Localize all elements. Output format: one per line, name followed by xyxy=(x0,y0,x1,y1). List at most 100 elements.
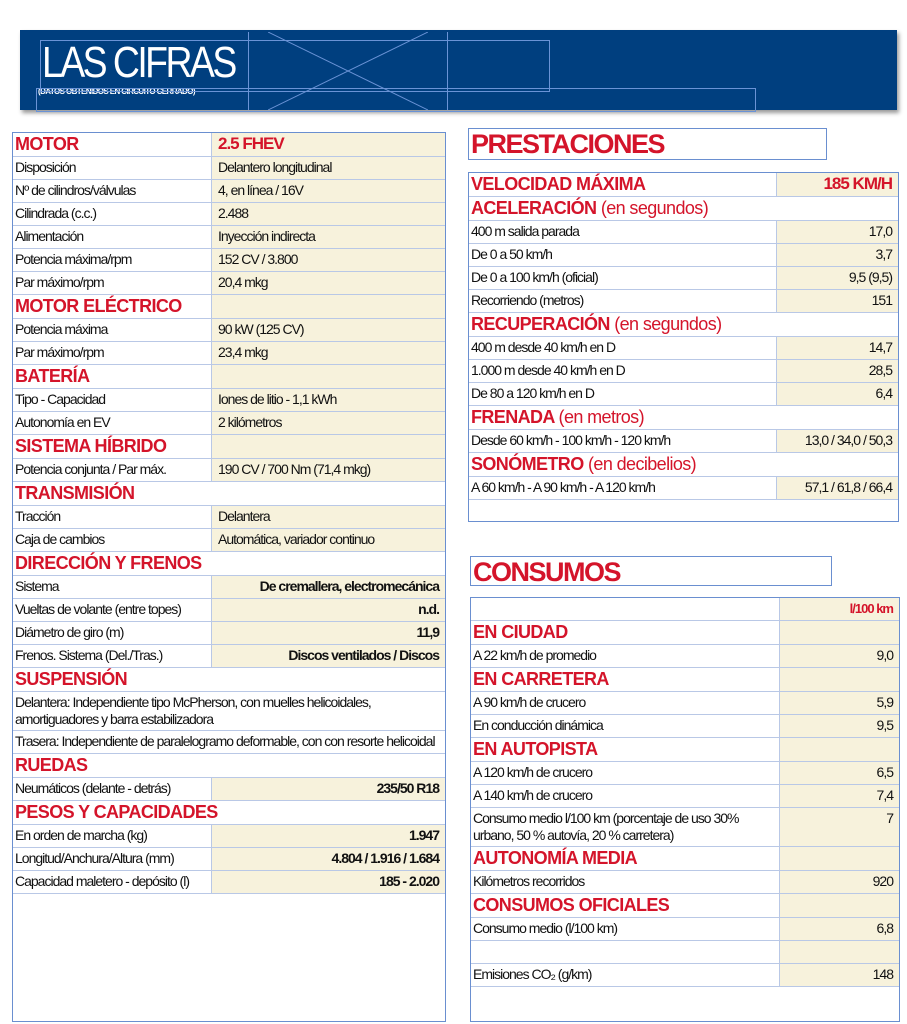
row-value: 28,5 xyxy=(777,360,898,382)
section-value: 2.5 FHEV xyxy=(212,133,445,156)
table-row xyxy=(471,941,899,964)
row-value: 23,4 mkg xyxy=(212,342,445,364)
section-unit: (en metros) xyxy=(558,407,645,427)
table-row: Vueltas de volante (entre topes) n.d. xyxy=(13,599,445,622)
row-value: 6,8 xyxy=(780,918,899,940)
table-row: De 0 a 100 km/h (oficial) 9,5 (9,5) xyxy=(469,267,898,290)
table-row: Caja de cambios Automática, variador cont… xyxy=(13,529,445,552)
section-title-text: SUSPENSIÓN xyxy=(15,669,128,689)
section-value xyxy=(212,365,445,388)
row-label: Nº de cilindros/válvulas xyxy=(13,180,212,202)
section-title: MOTOR xyxy=(13,133,212,156)
section-header: SISTEMA HÍBRIDO xyxy=(13,435,445,459)
row-label: A 140 km/h de crucero xyxy=(471,785,780,807)
row-value: 11,9 xyxy=(212,622,445,644)
table-row: Frenos. Sistema (Del./Tras.) Discos venti… xyxy=(13,645,445,668)
section-value: 185 KM/H xyxy=(777,173,898,196)
table-row: Capacidad maletero - depósito (l) 185 - 2… xyxy=(13,871,445,894)
row-label: Potencia máxima/rpm xyxy=(13,249,212,271)
section-title: SISTEMA HÍBRIDO xyxy=(13,435,212,458)
section-header: BATERÍA xyxy=(13,365,445,389)
row-label: 400 m desde 40 km/h en D xyxy=(469,337,777,359)
row-label: Autonomía en EV xyxy=(13,412,212,434)
row-label: Sistema xyxy=(13,576,212,598)
row-label: En conducción dinámica xyxy=(471,715,780,737)
section-title: FRENADA (en metros) xyxy=(469,406,898,429)
section-title-text: RECUPERACIÓN xyxy=(471,314,610,334)
section-title: ACELERACIÓN (en segundos) xyxy=(469,197,898,220)
section-value xyxy=(780,621,899,644)
table-row: En conducción dinámica 9,5 xyxy=(471,715,899,738)
row-label: Potencia máxima xyxy=(13,319,212,341)
section-header: VELOCIDAD MÁXIMA 185 KM/H xyxy=(469,173,898,197)
section-title: EN CIUDAD xyxy=(471,621,780,644)
section-title: SONÓMETRO (en decibelios) xyxy=(469,453,898,476)
table-row: Disposición Delantero longitudinal xyxy=(13,157,445,180)
section-title: EN CARRETERA xyxy=(471,668,780,691)
row-label: Cilindrada (c.c.) xyxy=(13,203,212,225)
section-title: RUEDAS xyxy=(13,754,445,777)
section-title: PESOS Y CAPACIDADES xyxy=(13,801,445,824)
row-value: 9,5 (9,5) xyxy=(777,267,898,289)
section-title-text: MOTOR ELÉCTRICO xyxy=(15,296,182,316)
frame-line xyxy=(40,40,550,92)
section-header: AUTONOMÍA MEDIA xyxy=(471,847,899,871)
section-title-text: CONSUMOS OFICIALES xyxy=(473,895,670,915)
section-title: MOTOR ELÉCTRICO xyxy=(13,295,212,318)
section-header: EN AUTOPISTA xyxy=(471,738,899,762)
row-value: 148 xyxy=(780,964,899,986)
row-value: 90 kW (125 CV) xyxy=(212,319,445,341)
header-spacer xyxy=(471,598,780,620)
section-header: MOTOR ELÉCTRICO xyxy=(13,295,445,319)
section-title: CONSUMOS OFICIALES xyxy=(471,894,780,917)
row-value xyxy=(780,941,899,963)
row-label: Par máximo/rpm xyxy=(13,342,212,364)
row-label xyxy=(471,941,780,963)
row-label: De 0 a 100 km/h (oficial) xyxy=(469,267,777,289)
prestaciones-table: VELOCIDAD MÁXIMA 185 KM/H ACELERACIÓN (en … xyxy=(468,172,899,522)
section-header: ACELERACIÓN (en segundos) xyxy=(469,197,898,221)
row-label: 1.000 m desde 40 km/h en D xyxy=(469,360,777,382)
table-row: Delantera: Independiente tipo McPherson,… xyxy=(13,692,445,731)
row-value: 152 CV / 3.800 xyxy=(212,249,445,271)
table-row: De 0 a 50 km/h 3,7 xyxy=(469,244,898,267)
row-label: Par máximo/rpm xyxy=(13,272,212,294)
row-label: Consumo medio l/100 km (porcentaje de us… xyxy=(471,808,780,846)
row-value: 17,0 xyxy=(777,221,898,243)
row-value: 4.804 / 1.916 / 1.684 xyxy=(212,848,445,870)
section-title: DIRECCIÓN Y FRENOS xyxy=(13,552,445,575)
row-value: 3,7 xyxy=(777,244,898,266)
table-row: En orden de marcha (kg) 1.947 xyxy=(13,825,445,848)
section-title-text: EN AUTOPISTA xyxy=(473,739,598,759)
row-value: Delantera xyxy=(212,506,445,528)
row-value: 6,5 xyxy=(780,762,899,784)
section-title-text: VELOCIDAD MÁXIMA xyxy=(471,174,646,194)
row-value: Iones de litio - 1,1 kWh xyxy=(212,389,445,411)
row-label: En orden de marcha (kg) xyxy=(13,825,212,847)
section-header: DIRECCIÓN Y FRENOS xyxy=(13,552,445,576)
section-unit: (en segundos) xyxy=(600,198,709,218)
row-value: n.d. xyxy=(212,599,445,621)
table-row: 1.000 m desde 40 km/h en D 28,5 xyxy=(469,360,898,383)
row-value: 920 xyxy=(780,871,899,893)
section-title-text: SISTEMA HÍBRIDO xyxy=(15,436,167,456)
row-value: 2.488 xyxy=(212,203,445,225)
table-row: Consumo medio (l/100 km) 6,8 xyxy=(471,918,899,941)
table-row: Potencia conjunta / Par máx. 190 CV / 700… xyxy=(13,459,445,482)
section-title-text: SONÓMETRO xyxy=(471,454,584,474)
row-label: Frenos. Sistema (Del./Tras.) xyxy=(13,645,212,667)
row-label: Longitud/Anchura/Altura (mm) xyxy=(13,848,212,870)
row-label: Diámetro de giro (m) xyxy=(13,622,212,644)
table-row: Tracción Delantera xyxy=(13,506,445,529)
frame-line xyxy=(36,88,756,112)
row-label: Potencia conjunta / Par máx. xyxy=(13,459,212,481)
row-label: Disposición xyxy=(13,157,212,179)
section-value xyxy=(780,894,899,917)
row-value: Automática, variador continuo xyxy=(212,529,445,551)
row-label: Desde 60 km/h - 100 km/h - 120 km/h xyxy=(469,430,777,452)
section-header: CONSUMOS OFICIALES xyxy=(471,894,899,918)
row-value: 2 kilómetros xyxy=(212,412,445,434)
row-label: Caja de cambios xyxy=(13,529,212,551)
table-row: Autonomía en EV 2 kilómetros xyxy=(13,412,445,435)
prestaciones-title: PRESTACIONES xyxy=(468,128,827,160)
